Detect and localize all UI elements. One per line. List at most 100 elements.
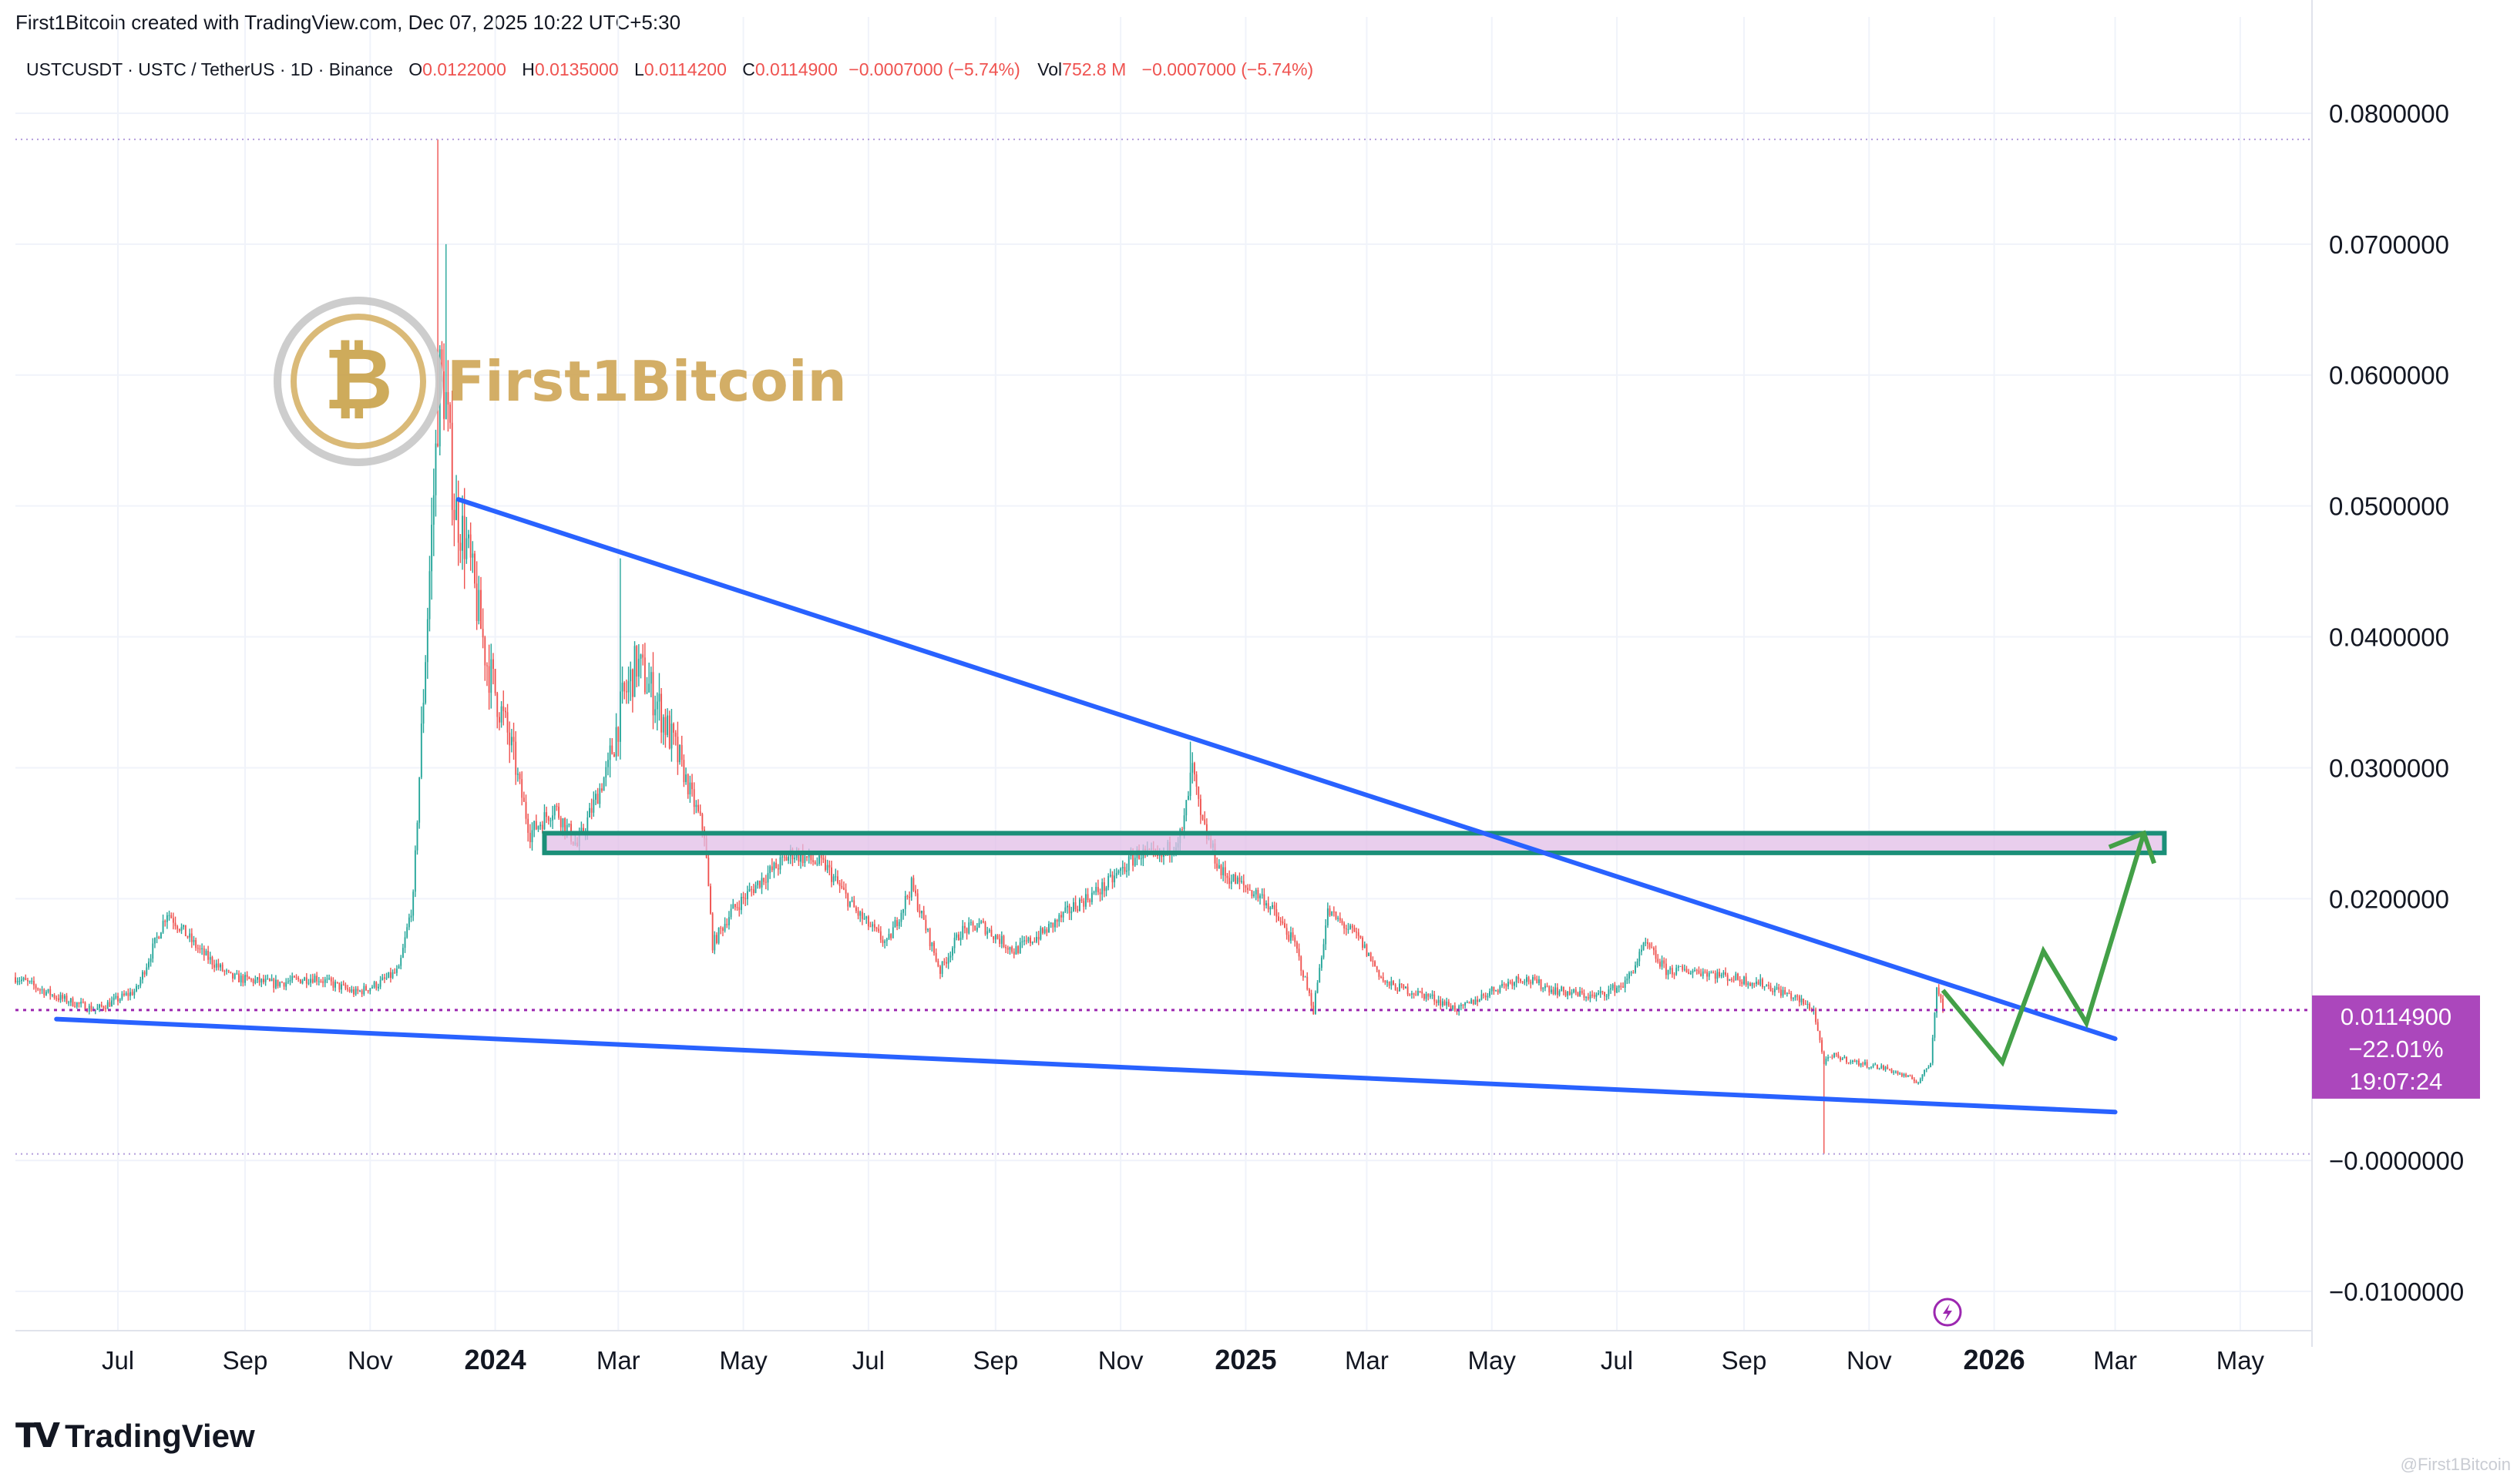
- candle-body: [324, 979, 326, 983]
- candle-body: [301, 980, 304, 984]
- candle-body: [980, 921, 983, 923]
- candle-body: [117, 995, 119, 1002]
- candle-body: [963, 925, 966, 928]
- candle-body: [652, 672, 654, 716]
- candle-body: [842, 887, 845, 890]
- candle-body: [1829, 1056, 1831, 1058]
- candle-body: [193, 939, 195, 942]
- candle-body: [1403, 984, 1405, 989]
- candle-body: [1919, 1079, 1921, 1083]
- candle-body: [375, 982, 378, 989]
- candle-body: [1784, 989, 1786, 994]
- candle-body: [1503, 984, 1505, 985]
- candle-body: [1272, 905, 1273, 908]
- candle-body: [1567, 991, 1569, 996]
- candle-body: [1458, 1006, 1460, 1012]
- candle-body: [178, 928, 180, 932]
- candle-body: [39, 989, 41, 991]
- candle-body: [861, 912, 863, 919]
- candle-body: [1655, 950, 1657, 959]
- candle-body: [1685, 969, 1688, 972]
- candle-body: [1520, 979, 1521, 982]
- plot-area[interactable]: [15, 48, 2312, 1331]
- candle-body: [474, 553, 476, 584]
- trendlines[interactable]: [54, 497, 2118, 1115]
- candle-body: [190, 933, 193, 942]
- projection-arrowhead-icon: [2108, 830, 2156, 865]
- candle-body: [906, 895, 909, 898]
- candle-body: [248, 976, 250, 979]
- candle-body: [1087, 894, 1089, 900]
- time-axis[interactable]: Jul Sep Nov 2024 Mar May Jul Sep Nov 2025 Mar May Ju…: [102, 1344, 2265, 1375]
- candle-body: [404, 937, 406, 948]
- candle-body: [1749, 983, 1751, 986]
- candle-body: [1396, 990, 1399, 992]
- candle-body: [761, 878, 763, 888]
- candle-body: [463, 515, 465, 559]
- candle-body: [1577, 992, 1579, 996]
- candle-body: [1446, 1001, 1448, 1006]
- candle-body: [1320, 957, 1322, 969]
- candle-body: [1501, 984, 1503, 987]
- candle-body: [1936, 987, 1938, 1013]
- candle-body: [724, 924, 726, 932]
- candle-body: [457, 499, 459, 543]
- candle-body: [623, 683, 626, 692]
- candle-body: [1579, 991, 1581, 996]
- candle-body: [1435, 1001, 1437, 1003]
- candle-body: [966, 928, 968, 934]
- candle-body: [476, 583, 478, 621]
- candle-body: [488, 666, 490, 693]
- candle-body: [29, 981, 31, 982]
- y-tick-label: 0.0400000: [2329, 623, 2449, 652]
- candle-body: [232, 972, 234, 979]
- candle-body: [1341, 920, 1343, 924]
- candle-body: [1526, 977, 1527, 982]
- candle-body: [1409, 994, 1411, 995]
- candle-body: [150, 959, 152, 962]
- candle-body: [800, 851, 801, 862]
- candle-body: [420, 724, 422, 777]
- x-tick-label: May: [2216, 1346, 2265, 1375]
- candle-body: [1117, 871, 1120, 873]
- tradingview-logo[interactable]: TV TradingView: [15, 1416, 255, 1455]
- price-axis[interactable]: 0.0800000 0.0700000 0.0600000 0.0500000 0.04…: [2329, 99, 2464, 1306]
- candle-body: [640, 654, 642, 659]
- candle-body: [18, 981, 21, 982]
- candle-body: [205, 951, 207, 955]
- candle-body: [1843, 1056, 1846, 1059]
- candle-body: [257, 977, 258, 980]
- candle-body: [1495, 990, 1497, 992]
- candle-body: [801, 851, 804, 864]
- candle-body: [498, 717, 500, 723]
- candle-body: [736, 907, 738, 908]
- candle-body: [825, 859, 826, 871]
- candle-body: [1450, 1006, 1452, 1009]
- candle-body: [1478, 999, 1480, 1002]
- candle-body: [1072, 902, 1074, 912]
- candle-body: [1635, 965, 1636, 973]
- candle-body: [1573, 989, 1575, 992]
- candle-body: [869, 926, 872, 928]
- candle-body: [730, 908, 732, 918]
- candle-body: [714, 935, 716, 951]
- candle-body: [1056, 919, 1058, 922]
- candle-body: [904, 895, 906, 909]
- resistance-zone[interactable]: [542, 831, 2167, 855]
- candle-body: [391, 972, 394, 979]
- candle-body: [781, 856, 784, 858]
- candle-body: [1265, 903, 1267, 906]
- alert-marker[interactable]: [1933, 1298, 1962, 1327]
- candle-body: [1695, 969, 1698, 971]
- candle-body: [814, 861, 816, 865]
- candle-body: [121, 993, 123, 999]
- candle-body: [535, 821, 537, 830]
- candle-body: [717, 928, 720, 943]
- candle-body: [758, 881, 761, 888]
- projection-path[interactable]: [1941, 832, 2146, 1067]
- x-tick-label: May: [1468, 1346, 1517, 1375]
- x-tick-label: Mar: [2093, 1346, 2137, 1375]
- candle-body: [187, 936, 189, 938]
- grid: [15, 17, 2312, 1331]
